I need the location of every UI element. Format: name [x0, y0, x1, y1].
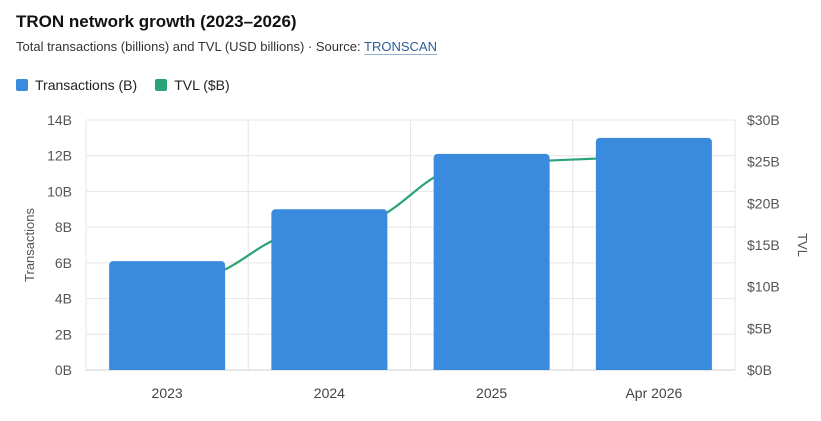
- legend-item-transactions[interactable]: Transactions (B): [16, 77, 137, 93]
- tvl-line: [167, 156, 654, 284]
- x-tick-label: 2023: [152, 385, 183, 401]
- y-tick-label: 10B: [47, 183, 72, 199]
- legend-label-transactions: Transactions (B): [35, 77, 138, 93]
- y-tick-label: 6B: [55, 255, 72, 271]
- legend-swatch-transactions: [16, 79, 28, 91]
- x-tick-label: Apr 2026: [625, 385, 682, 401]
- y2-tick-label: $15B: [747, 237, 780, 253]
- legend-item-tvl[interactable]: TVL ($B): [155, 77, 230, 93]
- bar-transactions-3: [595, 137, 712, 370]
- y2-tick-label: $20B: [747, 195, 780, 211]
- y-tick-label: 4B: [55, 291, 72, 307]
- y-tick-label: 8B: [55, 219, 72, 235]
- y2-tick-label: $10B: [747, 279, 780, 295]
- y2-tick-label: $30B: [747, 112, 780, 128]
- bar-transactions-2: [433, 153, 550, 370]
- chart-title: TRON network growth (2023–2026): [16, 12, 297, 31]
- y-tick-label: 0B: [55, 362, 72, 378]
- bar-transactions-1: [271, 209, 388, 370]
- bar-base-0: [109, 364, 226, 370]
- chart-subtitle: Total transactions (billions) and TVL (U…: [16, 39, 437, 54]
- y2-tick-label: $0B: [747, 362, 772, 378]
- y-axis-label: Transactions: [22, 208, 37, 282]
- y-tick-label: 14B: [47, 112, 72, 128]
- y2-tick-label: $25B: [747, 154, 780, 170]
- legend-label-tvl: TVL ($B): [174, 77, 230, 93]
- x-tick-label: 2025: [476, 385, 507, 401]
- x-tick-label: 2024: [314, 385, 345, 401]
- y-tick-label: 2B: [55, 326, 72, 342]
- y-tick-label: 12B: [47, 148, 72, 164]
- source-link[interactable]: TRONSCAN: [364, 39, 437, 54]
- y2-tick-label: $5B: [747, 320, 772, 336]
- legend-swatch-tvl: [155, 79, 168, 91]
- y2-axis-label: TVL: [795, 233, 810, 257]
- legend: Transactions (B) TVL ($B): [16, 77, 248, 93]
- bar-transactions-0: [109, 261, 226, 370]
- bar-base-1: [271, 364, 388, 370]
- subtitle-text: Total transactions (billions) and TVL (U…: [16, 39, 365, 54]
- bar-base-3: [595, 364, 712, 370]
- bar-base-2: [433, 364, 550, 370]
